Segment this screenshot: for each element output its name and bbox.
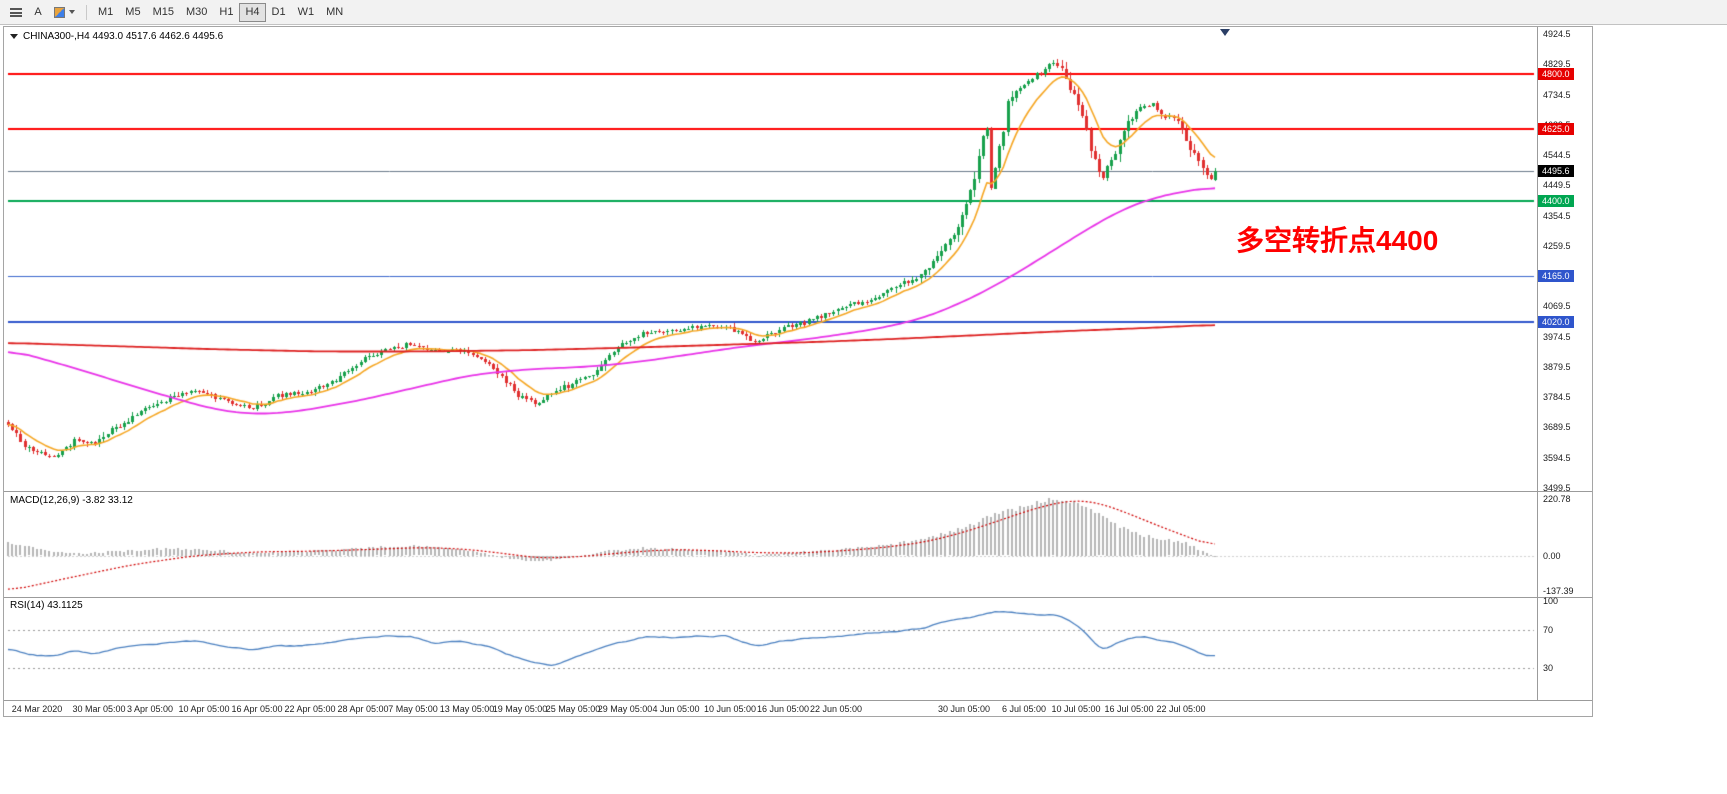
price-tick-label: 3879.5 [1543,361,1571,372]
timeframe-group: M1 M5 M15 M30 H1 H4 D1 W1 MN [92,2,349,22]
time-axis-label: 6 Jul 05:00 [1001,704,1047,714]
price-tick-label: 4449.5 [1543,180,1571,191]
time-axis-label: 28 Apr 05:00 [337,704,389,714]
chart-windows-button[interactable] [4,3,28,22]
toolbar: A M1 M5 M15 M30 H1 H4 D1 W1 MN [0,0,1727,25]
price-axis-border[interactable] [1537,27,1538,701]
time-axis-label: 16 Apr 05:00 [231,704,283,714]
symbol-ohlc-text: CHINA300-,H4 4493.0 4517.6 4462.6 4495.6 [23,31,224,42]
macd-label: MACD(12,26,9) -3.82 33.12 [10,495,133,506]
objects-tool-button[interactable] [48,3,81,22]
font-tool-button[interactable]: A [28,3,48,22]
time-axis-label: 16 Jul 05:00 [1104,704,1154,714]
time-axis-label: 25 May 05:00 [545,704,601,714]
price-tick-label: 3689.5 [1543,422,1571,433]
price-tick-label: 4354.5 [1543,210,1571,221]
time-axis-label: 22 Jul 05:00 [1156,704,1206,714]
price-tick-label: 3594.5 [1543,452,1571,463]
panel-separator[interactable] [4,491,1592,492]
timeframe-button-h4[interactable]: H4 [239,2,266,22]
time-axis-label: 10 Jul 05:00 [1051,704,1101,714]
price-badge-4495.6: 4495.6 [1538,164,1574,177]
time-axis-label: 29 May 05:00 [597,704,653,714]
price-badge-4400.0: 4400.0 [1538,195,1574,208]
price-tick-label: 4544.5 [1543,150,1571,161]
timeframe-button-m1[interactable]: M1 [92,3,119,22]
price-badge-4800.0: 4800.0 [1538,67,1574,80]
chart-window: CHINA300-,H4 4493.0 4517.6 4462.6 4495.6… [3,26,1593,717]
price-badge-4625.0: 4625.0 [1538,123,1574,136]
macd-axis-label: -137.39 [1543,586,1574,596]
chart-annotation[interactable]: 多空转折点4400 [1236,225,1439,256]
color-swatch-icon [54,6,65,18]
time-axis-label: 30 Jun 05:00 [937,704,991,714]
time-axis-label: 7 May 05:00 [388,704,438,714]
timeframe-button-m15[interactable]: M15 [147,3,180,22]
timeframe-button-d1[interactable]: D1 [266,3,292,22]
time-axis-label: 16 Jun 05:00 [756,704,810,714]
time-axis-label: 22 Jun 05:00 [809,704,863,714]
symbol-dropdown-icon[interactable] [10,34,18,39]
price-tick-label: 4734.5 [1543,89,1571,100]
price-badge-4165.0: 4165.0 [1538,269,1574,282]
price-tick-label: 3499.5 [1543,483,1571,493]
macd-axis-label: 220.78 [1543,494,1571,504]
time-axis-label: 22 Apr 05:00 [284,704,336,714]
timeframe-button-m5[interactable]: M5 [119,3,146,22]
time-axis-label: 10 Apr 05:00 [178,704,230,714]
time-axis-label: 19 May 05:00 [492,704,548,714]
time-axis-label: 3 Apr 05:00 [126,704,174,714]
time-axis-label: 4 Jun 05:00 [652,704,700,714]
price-tick-label: 4924.5 [1543,29,1571,39]
price-tick-label: 4069.5 [1543,301,1571,312]
chevron-down-icon [69,10,75,14]
time-axis-label: 10 Jun 05:00 [703,704,757,714]
time-axis-label: 30 Mar 05:00 [72,704,126,714]
price-tick-label: 3974.5 [1543,331,1571,342]
macd-axis-label: 0.00 [1543,550,1561,561]
timeframe-button-m30[interactable]: M30 [180,3,213,22]
toolbar-separator [86,4,87,20]
rsi-axis-label: 70 [1543,624,1554,635]
timeframe-button-w1[interactable]: W1 [292,3,321,22]
timeframe-button-mn[interactable]: MN [320,3,349,22]
time-axis-label: 24 Mar 2020 [11,704,63,714]
price-badge-4020.0: 4020.0 [1538,316,1574,329]
timeframe-button-h1[interactable]: H1 [213,3,239,22]
chart-plot-area[interactable] [4,27,1537,701]
price-tick-label: 3784.5 [1543,392,1571,403]
chart-shift-marker-icon[interactable] [1220,29,1230,36]
rsi-axis-label: 100 [1543,596,1559,606]
price-tick-label: 4259.5 [1543,240,1571,251]
panel-separator[interactable] [4,597,1592,598]
chart-legend: CHINA300-,H4 4493.0 4517.6 4462.6 4495.6 [10,31,223,42]
price-tick-label: 4829.5 [1543,59,1571,70]
time-axis-label: 13 May 05:00 [439,704,495,714]
rsi-axis-label: 30 [1543,663,1554,674]
windows-icon [10,7,22,17]
rsi-label: RSI(14) 43.1125 [10,600,83,611]
panel-separator[interactable] [4,700,1592,701]
